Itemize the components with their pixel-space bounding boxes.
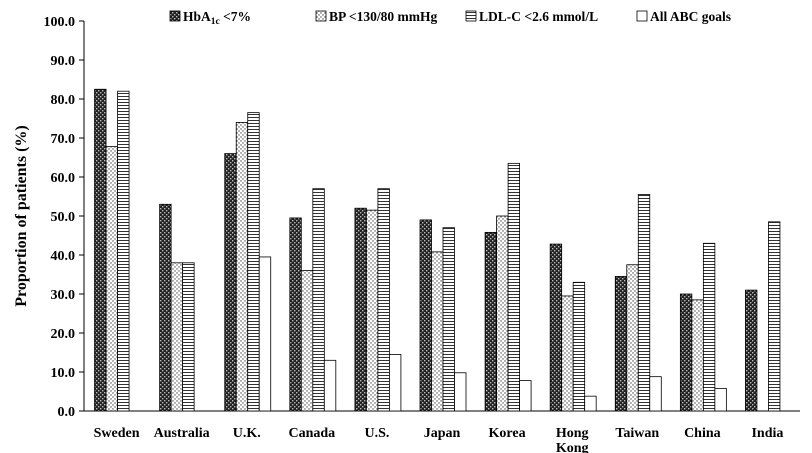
y-axis: 0.0 10.0 20.0 30.0 40.0 50.0 60.0 70.0 80.0 90.0 1… <box>44 15 85 420</box>
bar-ldl-c-2-6-mmol-l-canada <box>312 188 325 412</box>
legend-label: All ABC goals <box>650 9 731 24</box>
bar-hba1c-7--u-s- <box>354 207 367 412</box>
bar-ldl-c-2-6-mmol-l-u-k- <box>247 112 260 412</box>
y-tick-label: 20.0 <box>51 327 76 342</box>
bar-ldl-c-2-6-mmol-l-sweden <box>117 90 130 412</box>
bar-bp-130-80-mmhg-taiwan <box>626 264 639 412</box>
bar-hba1c-7--korea <box>484 231 497 412</box>
x-tick-label: Taiwan <box>615 426 659 441</box>
bar-ldl-c-2-6-mmol-l-japan <box>442 227 455 412</box>
bar-ldl-c-2-6-mmol-l-hong-kong <box>572 281 586 412</box>
x-tick-label: U.K. <box>233 426 261 441</box>
x-tick-label: Hong <box>556 426 589 441</box>
x-tick-label: Korea <box>489 426 526 441</box>
bar-hba1c-7--japan <box>419 219 432 412</box>
bar-hba1c-7--china <box>679 293 693 412</box>
legend-label: LDL-C <2.6 mmol/L <box>479 9 598 24</box>
y-tick-label: 40.0 <box>51 249 76 264</box>
x-tick-label: U.S. <box>364 426 389 441</box>
bar-all-abc-goals-korea <box>519 380 532 412</box>
x-tick-label: Australia <box>154 426 210 441</box>
bar-all-abc-goals-u-k- <box>258 256 272 412</box>
bar-bp-130-80-mmhg-canada <box>300 270 314 412</box>
bar-bp-130-80-mmhg-australia <box>170 262 184 412</box>
x-tick-label: Kong <box>556 441 589 453</box>
bar-bp-130-80-mmhg-china <box>691 299 704 412</box>
x-tick-label: Sweden <box>94 426 140 441</box>
bar-bp-130-80-mmhg-u-k- <box>235 122 249 412</box>
legend-label: BP <130/80 mmHg <box>329 9 437 24</box>
y-tick-label: 0.0 <box>58 405 76 420</box>
y-tick-label: 10.0 <box>51 366 76 381</box>
bar-bp-130-80-mmhg-u-s- <box>366 209 379 412</box>
bar-hba1c-7--u-k- <box>224 153 237 412</box>
x-tick-label: Canada <box>288 426 335 441</box>
y-tick-label: 80.0 <box>51 93 76 108</box>
bar-all-abc-goals-u-s- <box>389 354 402 412</box>
legend-swatch <box>636 10 648 22</box>
bar-ldl-c-2-6-mmol-l-taiwan <box>637 194 651 412</box>
bar-ldl-c-2-6-mmol-l-china <box>702 242 716 412</box>
x-tick-label: India <box>751 426 783 441</box>
x-tick-label: China <box>684 426 721 441</box>
bar-hba1c-7--sweden <box>94 88 107 412</box>
bar-ldl-c-2-6-mmol-l-australia <box>182 262 195 412</box>
bar-hba1c-7--canada <box>289 217 302 412</box>
bar-all-abc-goals-japan <box>454 372 467 412</box>
legend-swatch <box>315 10 327 22</box>
y-tick-label: 70.0 <box>51 132 76 147</box>
legend-swatch <box>169 10 181 22</box>
bars <box>94 88 781 412</box>
bar-bp-130-80-mmhg-hong-kong <box>561 295 574 412</box>
bar-all-abc-goals-taiwan <box>649 376 662 412</box>
y-axis-title: Proportion of patients (%) <box>13 125 30 306</box>
bar-ldl-c-2-6-mmol-l-korea <box>507 162 520 412</box>
bar-hba1c-7--taiwan <box>614 276 628 412</box>
bar-all-abc-goals-hong-kong <box>584 395 597 412</box>
bar-bp-130-80-mmhg-korea <box>496 215 509 412</box>
bar-bp-130-80-mmhg-japan <box>431 251 444 412</box>
x-axis: Sweden Australia U.K. Canada U.S. Japan Korea H… <box>84 410 800 453</box>
y-tick-label: 90.0 <box>51 54 76 69</box>
y-tick-label: 50.0 <box>51 210 76 225</box>
bar-all-abc-goals-canada <box>323 359 337 412</box>
legend-swatch <box>465 10 477 22</box>
legend: HbA1c <7% BP <130/80 mmHg LDL-C <2.6 mmol/… <box>169 9 731 27</box>
bar-ldl-c-2-6-mmol-l-india <box>768 221 781 412</box>
x-tick-label: Japan <box>424 426 461 441</box>
bar-bp-130-80-mmhg-sweden <box>105 146 118 412</box>
legend-label: HbA1c <7% <box>183 9 251 27</box>
bar-ldl-c-2-6-mmol-l-u-s- <box>377 188 390 412</box>
y-tick-label: 60.0 <box>51 171 76 186</box>
bar-hba1c-7--india <box>745 289 758 412</box>
bar-hba1c-7--hong-kong <box>549 243 563 412</box>
bar-hba1c-7--australia <box>159 203 172 412</box>
y-tick-label: 30.0 <box>51 288 76 303</box>
y-tick-label: 100.0 <box>44 15 76 30</box>
bar-all-abc-goals-china <box>714 387 727 412</box>
